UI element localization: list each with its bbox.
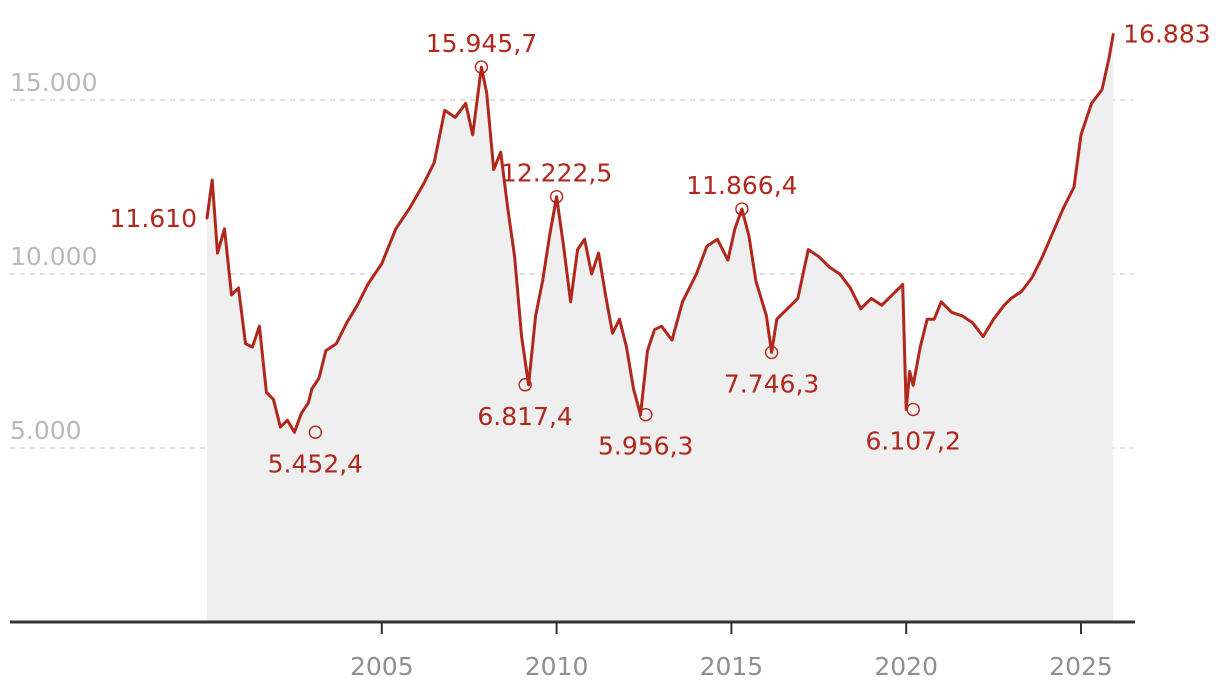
annotation-label: 11.610	[110, 204, 197, 233]
x-tick-label: 2025	[1049, 652, 1113, 681]
annotation-label: 15.945,7	[426, 29, 537, 58]
annotation-marker	[735, 202, 749, 216]
y-tick-label: 15.000	[10, 68, 97, 97]
annotation-marker	[639, 408, 653, 422]
x-tick-label: 2010	[525, 652, 589, 681]
annotation-label: 7.746,3	[724, 369, 819, 398]
annotation-marker	[906, 402, 920, 417]
x-tick-label: 2015	[700, 652, 764, 681]
x-axis: 2005 2010 2015 2020 2025	[10, 620, 1135, 681]
annotation-label: 6.107,2	[865, 426, 960, 455]
annotation-label: 5.452,4	[268, 449, 363, 478]
annotation-label: 12.222,5	[501, 159, 612, 188]
series-line	[205, 33, 1115, 434]
line-series	[205, 33, 1115, 434]
annotations: 11.610 5.452,4 15.945,7 6.817,4 12.222,5 5.95…	[110, 19, 1211, 478]
y-tick-label: 10.000	[10, 242, 97, 271]
annotation-label: 11.866,4	[686, 171, 797, 200]
x-tick-label: 2020	[874, 652, 938, 681]
annotation-label: 5.956,3	[598, 432, 693, 461]
y-tick-label: 5.000	[10, 416, 82, 445]
x-tick-label: 2005	[350, 652, 414, 681]
annotation-label: 6.817,4	[477, 402, 572, 431]
annotation-label: 16.883	[1123, 19, 1210, 48]
annotation-marker	[549, 189, 564, 204]
annotation-marker	[474, 60, 489, 74]
annotation-marker	[518, 378, 532, 392]
annotation-marker	[764, 345, 779, 360]
annotation-marker	[308, 425, 323, 439]
